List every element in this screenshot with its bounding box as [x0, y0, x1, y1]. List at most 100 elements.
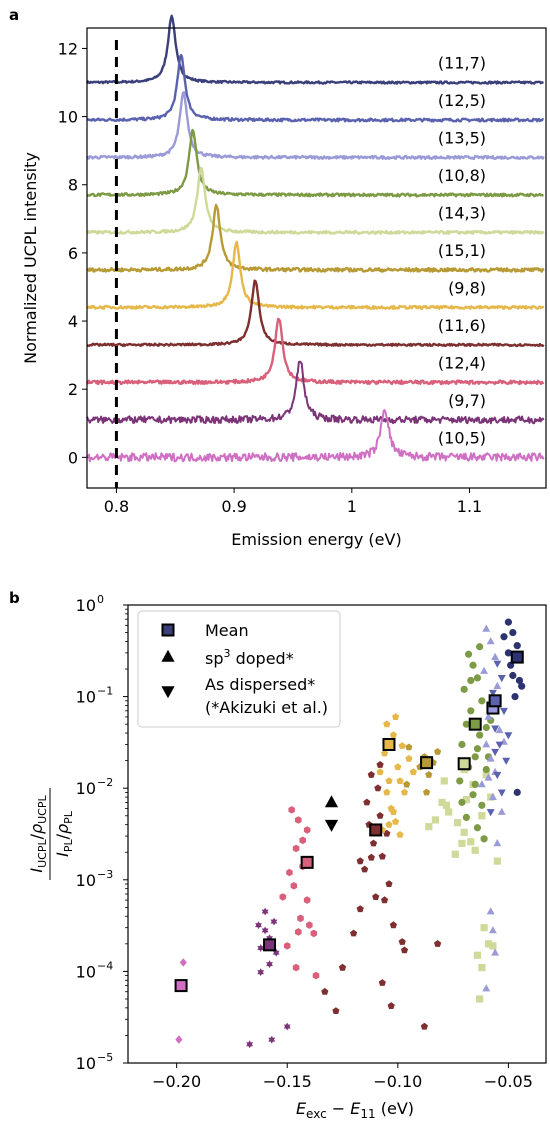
y-tick-exponent: −1 — [97, 685, 113, 698]
data-point — [500, 707, 508, 716]
data-point — [509, 628, 517, 637]
data-point — [480, 835, 488, 843]
data-point — [324, 819, 339, 832]
y-tick-label: 4 — [68, 312, 78, 331]
data-point — [356, 905, 364, 913]
data-point — [378, 852, 386, 860]
data-point — [431, 816, 440, 824]
data-point — [493, 771, 502, 780]
data-point — [288, 806, 295, 814]
data-point — [509, 671, 517, 680]
data-point — [303, 896, 311, 904]
data-point — [473, 951, 482, 959]
x-tick-label: 0.9 — [221, 497, 246, 516]
x-tick-label: −0.15 — [263, 1072, 312, 1091]
data-point — [478, 697, 486, 705]
spectrum-line — [85, 317, 545, 386]
y-axis-label-part: I — [27, 868, 46, 873]
x-axis-label-part: − — [327, 1099, 351, 1118]
data-point — [491, 652, 500, 660]
data-point — [504, 618, 513, 626]
spectrum-line — [86, 166, 545, 235]
data-point — [389, 921, 397, 929]
y-tick-label: 12 — [58, 39, 78, 58]
data-point — [473, 824, 482, 832]
data-point — [389, 808, 397, 815]
series-label: (11,7) — [438, 54, 486, 73]
data-point — [460, 685, 468, 693]
y-axis-label-part: UCPL — [36, 839, 49, 868]
data-point — [283, 1022, 291, 1031]
data-point — [491, 948, 500, 956]
legend-mean-swatch — [161, 623, 175, 637]
data-point — [471, 846, 479, 854]
data-point — [473, 745, 482, 753]
data-point — [467, 707, 475, 715]
data-point — [458, 798, 466, 806]
mean-marker — [468, 717, 482, 731]
data-point — [476, 731, 484, 739]
data-point — [486, 637, 495, 645]
y-axis-label-part: / — [53, 833, 72, 839]
data-point — [482, 984, 491, 992]
data-point — [392, 818, 400, 825]
data-point — [403, 780, 411, 788]
spectrum-line — [86, 240, 545, 310]
data-point — [482, 723, 490, 732]
data-point — [434, 940, 442, 947]
data-point — [312, 971, 320, 980]
data-point — [303, 826, 311, 834]
legend-label-dispersed: As dispersed* — [205, 675, 315, 694]
spectrum-line — [86, 203, 545, 273]
y-tick-label: 6 — [68, 244, 78, 263]
x-axis-label-part: 11 — [360, 1107, 375, 1121]
legend-box — [137, 610, 341, 728]
data-point — [477, 780, 486, 788]
x-axis-label-part: exc — [306, 1107, 327, 1121]
data-point — [246, 1040, 254, 1049]
data-point — [467, 676, 475, 685]
data-point — [405, 754, 413, 762]
data-point — [513, 642, 521, 650]
data-point — [297, 914, 304, 923]
data-point — [369, 839, 378, 847]
legend-dispersed-swatch — [161, 686, 175, 699]
y-tick-label: 10 — [58, 108, 78, 127]
y-axis-label-numerator: IUCPL/ρUCPL — [27, 795, 49, 873]
x-axis-label: Eexc − E11 (eV) — [296, 1099, 414, 1121]
data-point — [482, 740, 491, 748]
data-point — [480, 666, 488, 674]
x-tick-label: −0.05 — [484, 1072, 533, 1091]
data-point — [306, 921, 313, 929]
data-point — [471, 753, 479, 761]
series-label: (13,5) — [438, 128, 486, 147]
legend-label-mean: Mean — [205, 621, 249, 640]
y-axis-label-part: ρ — [53, 824, 72, 834]
data-point — [491, 725, 500, 733]
legend-label-sp3-suffix: doped* — [231, 649, 294, 668]
data-point — [279, 893, 287, 901]
data-point — [518, 682, 526, 690]
data-point — [493, 857, 501, 865]
y-tick-label: 8 — [68, 176, 78, 195]
data-point — [497, 807, 506, 815]
x-axis-label-part: E — [296, 1099, 307, 1118]
data-point — [299, 836, 306, 845]
data-point — [500, 633, 508, 641]
mean-marker — [263, 938, 277, 952]
data-point — [266, 960, 273, 969]
data-point — [372, 893, 380, 900]
x-tick-label: 1.1 — [457, 497, 482, 516]
data-point — [383, 720, 391, 728]
series-label: (14,3) — [438, 203, 486, 222]
data-point — [295, 928, 302, 936]
data-point — [445, 808, 453, 816]
data-point — [376, 761, 384, 768]
data-point — [420, 1022, 428, 1030]
y-tick-exponent: 0 — [97, 593, 104, 606]
data-point — [398, 742, 406, 749]
data-point — [462, 796, 470, 804]
data-point — [482, 765, 490, 774]
